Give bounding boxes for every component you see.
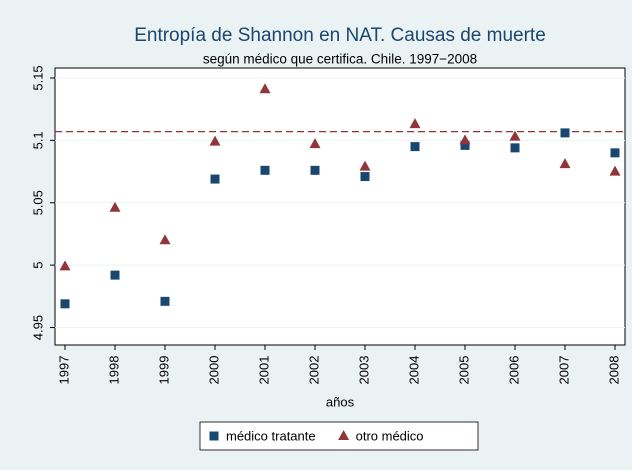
point — [610, 148, 620, 158]
point — [109, 201, 121, 212]
x-tick-label: 2002 — [306, 356, 321, 385]
point — [560, 128, 570, 138]
legend-label: otro médico — [356, 428, 424, 443]
point — [259, 83, 271, 94]
x-axis-label: años — [326, 394, 355, 409]
x-tick-label: 2005 — [456, 356, 471, 385]
y-tick-label: 5.1 — [30, 131, 45, 149]
point — [210, 174, 220, 184]
point — [310, 165, 320, 175]
point — [209, 135, 221, 146]
x-tick-label: 2006 — [506, 356, 521, 385]
x-tick-label: 2008 — [606, 356, 621, 385]
x-tick-label: 2000 — [206, 356, 221, 385]
point — [509, 130, 521, 141]
point — [159, 234, 171, 245]
x-tick-label: 1998 — [106, 356, 121, 385]
plot-area — [54, 67, 626, 346]
point — [160, 296, 170, 306]
point — [410, 142, 420, 152]
y-tick-label: 4.95 — [30, 315, 45, 340]
point — [309, 138, 321, 149]
legend-box — [199, 421, 479, 451]
legend-label: médico tratante — [226, 428, 316, 443]
y-tick-label: 5 — [30, 262, 45, 269]
point — [110, 270, 120, 280]
x-tick-label: 2001 — [256, 356, 271, 385]
point — [559, 158, 571, 169]
x-tick-label: 2004 — [406, 356, 421, 385]
point — [360, 172, 370, 182]
point — [460, 140, 470, 150]
point — [510, 143, 520, 153]
point — [260, 165, 270, 175]
legend-marker — [209, 431, 219, 441]
x-tick-label: 1999 — [156, 356, 171, 385]
point — [59, 260, 71, 271]
y-tick-label: 5.05 — [30, 190, 45, 215]
point — [60, 299, 70, 309]
legend-marker — [338, 430, 350, 440]
chart-subtitle: según médico que certifica. Chile. 1997−… — [203, 52, 477, 67]
x-tick-label: 1997 — [56, 356, 71, 385]
point — [359, 160, 371, 171]
point — [409, 118, 421, 129]
point — [459, 134, 471, 145]
y-tick-label: 5.15 — [30, 65, 45, 90]
x-tick-label: 2003 — [356, 356, 371, 385]
chart-title: Entropía de Shannon en NAT. Causas de mu… — [134, 25, 546, 46]
point — [609, 165, 621, 176]
x-tick-label: 2007 — [556, 356, 571, 385]
